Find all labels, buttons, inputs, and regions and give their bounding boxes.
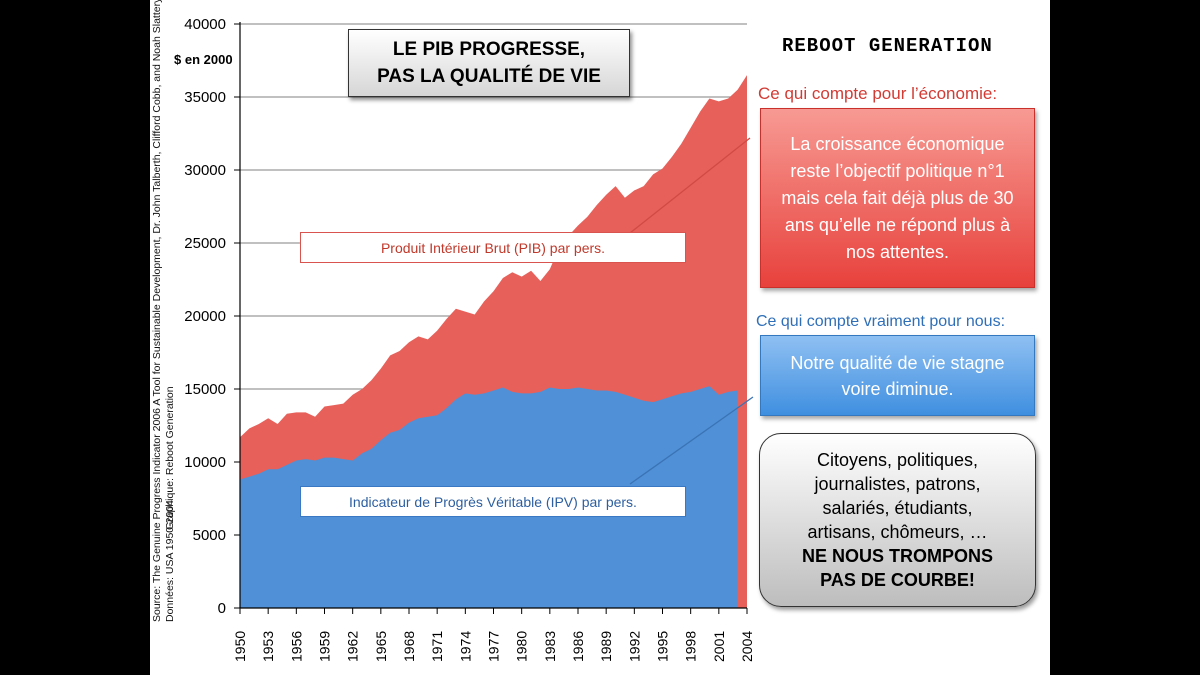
x-tick-label: 1983 [542,631,558,662]
y-tick-label: 30000 [184,162,226,179]
x-tick-labels: 1950 1953 1956 1959 1962 1965 1968 1971 1974 1977… [232,631,755,662]
ipv-series-label: Indicateur de Progrès Véritable (IPV) pa… [300,486,686,517]
y-tick-label: 15000 [184,381,226,398]
x-tick-label: 1995 [655,631,671,662]
x-tick-label: 1971 [429,631,445,662]
x-tick-label: 1956 [288,631,304,662]
x-tick-label: 1980 [514,631,530,662]
call-line: artisans, chômeurs, … [807,522,988,542]
y-tick-label: 10000 [184,454,226,471]
slide: 0 5000 10000 15000 20000 25000 30000 35000 40000… [150,0,1050,675]
call-line: salariés, étudiants, [822,498,973,518]
x-tick-label: 1962 [345,631,361,662]
axes [234,22,748,614]
x-tick-label: 2001 [711,631,727,662]
source-line: Graphique: Reboot Generation [164,386,176,530]
chart-title-line-1: LE PIB PROGRESSE, [392,39,586,60]
source-note: Source: The Genuine Progress Indicator 2… [151,0,176,622]
x-tick-label: 1950 [232,631,248,662]
x-tick-label: 1998 [683,631,699,662]
areas [240,75,747,609]
x-tick-label: 2004 [739,631,755,662]
y-tick-label: 5000 [193,527,226,544]
source-line: Source: The Genuine Progress Indicator 2… [151,0,163,622]
call-to-action: Citoyens, politiques, journalistes, patr… [759,433,1036,607]
series-area-end [737,89,747,608]
chart-title: LE PIB PROGRESSE, PAS LA QUALITÉ DE VIE [348,29,630,97]
y-tick-labels: 0 5000 10000 15000 20000 25000 30000 35000 40000 [184,16,226,617]
x-tick-label: 1986 [570,631,586,662]
pointer-line-red [629,137,751,234]
x-tick-label: 1968 [401,631,417,662]
us-header: Ce qui compte vraiment pour nous: [756,313,1006,330]
y-tick-label: 35000 [184,89,226,106]
x-tick-label: 1992 [626,631,642,662]
y-tick-label: 25000 [184,235,226,252]
call-strong-line: NE NOUS TROMPONS [801,546,993,566]
brand-name: REBOOT GENERATION [782,35,993,57]
x-tick-label: 1959 [317,631,333,662]
call-line: Citoyens, politiques, [816,450,979,470]
x-tick-label: 1965 [373,631,389,662]
us-callout: Notre qualité de vie stagne voire diminu… [760,335,1035,416]
x-tick-label: 1953 [260,631,276,662]
x-tick-label: 1977 [486,631,502,662]
call-line: journalistes, patrons, [814,474,981,494]
call-strong-line: PAS DE COURBE! [820,570,975,590]
pib-series-label: Produit Intérieur Brut (PIB) par pers. [300,232,686,263]
source-line: Données: USA 1950-2004 [164,500,176,622]
y-tick-label: 20000 [184,308,226,325]
x-tick-label: 1974 [457,631,473,662]
pointer-line-blue [629,396,754,485]
y-axis-unit: $ en 2000 [174,52,233,67]
y-tick-label: 0 [218,600,226,617]
economy-callout: La croissance économique reste l’objecti… [760,108,1035,288]
economy-header: Ce qui compte pour l’économie: [758,84,998,103]
y-tick-label: 40000 [184,16,226,33]
x-tick-label: 1989 [598,631,614,662]
chart-title-line-2: PAS LA QUALITÉ DE VIE [377,66,601,87]
pointer-lines [629,137,754,485]
